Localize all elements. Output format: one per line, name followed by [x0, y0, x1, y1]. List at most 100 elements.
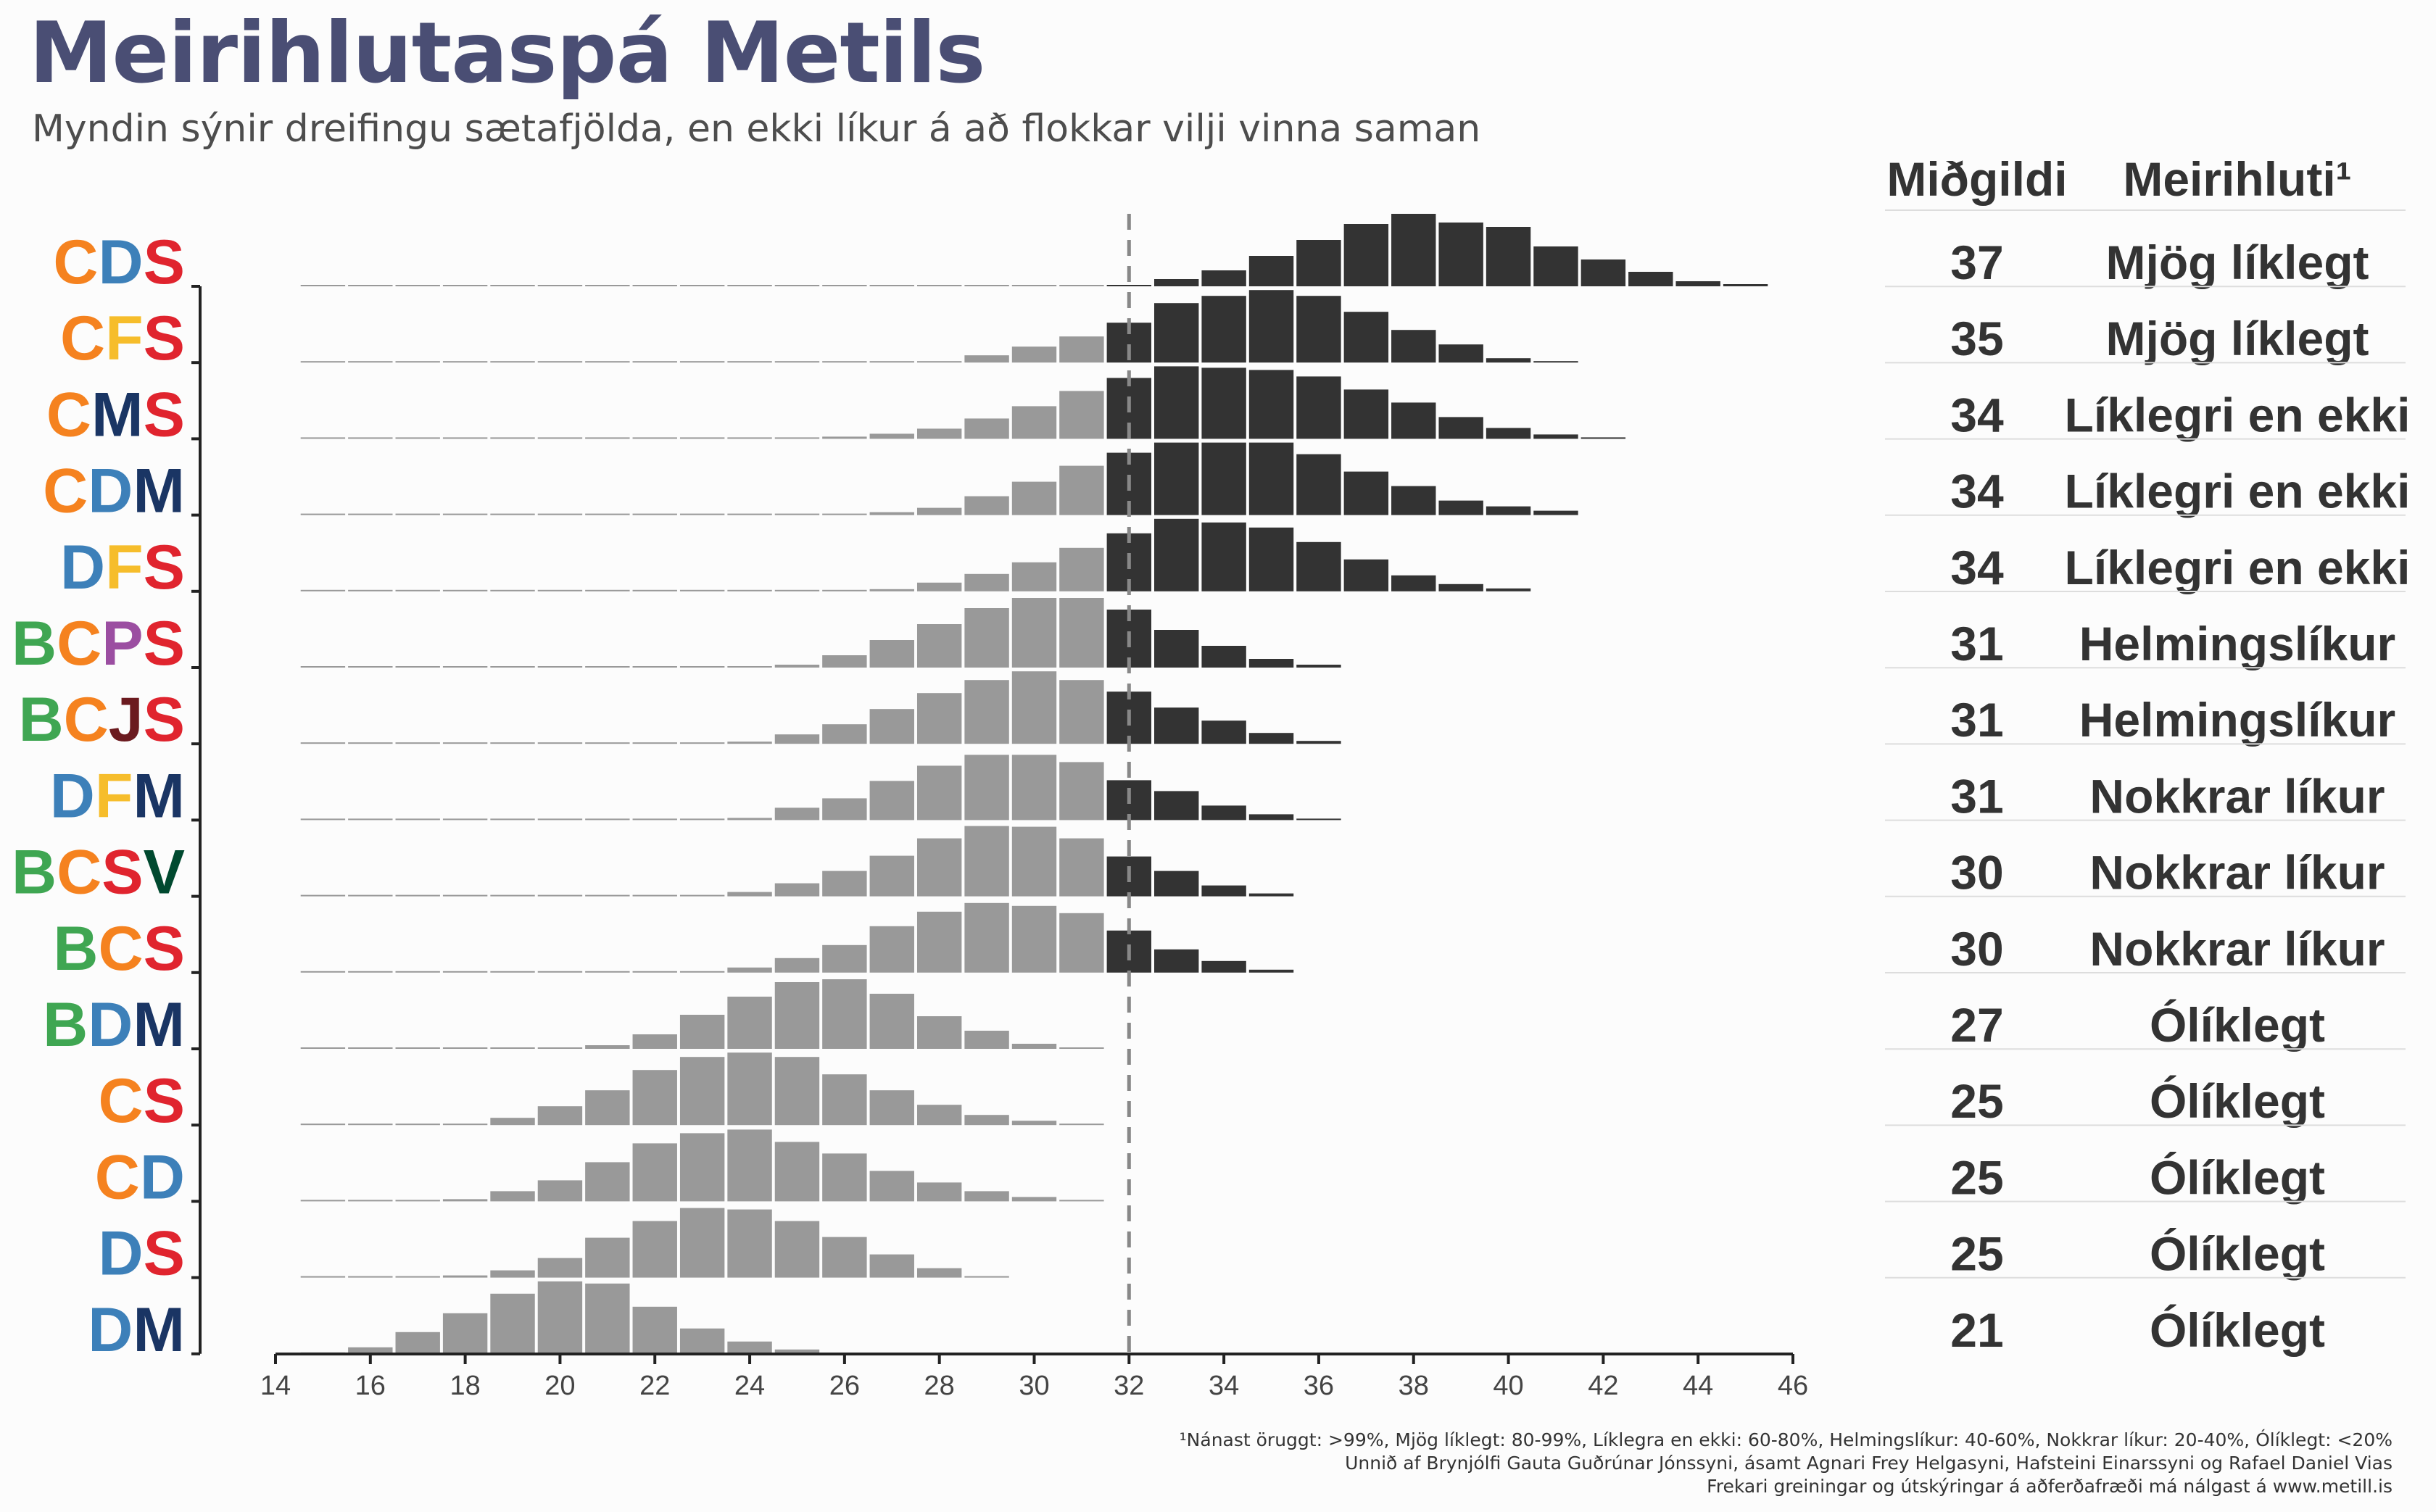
- bar-BCPS-34: [1201, 646, 1246, 668]
- bar-BCS-34: [1201, 960, 1246, 973]
- bar-CMS-28: [916, 428, 962, 439]
- bar-BCS-17: [395, 971, 440, 973]
- bar-CDS-31: [1059, 285, 1104, 286]
- bar-CDM-16: [348, 513, 393, 515]
- bar-CD-25: [774, 1142, 820, 1202]
- bar-BCSV-24: [727, 892, 772, 897]
- bar-CMS-30: [1011, 406, 1057, 439]
- bar-BDM-20: [537, 1047, 583, 1049]
- bar-CFS-40: [1486, 358, 1531, 363]
- bar-CDS-45: [1723, 284, 1768, 286]
- bar-CMS-41: [1533, 434, 1578, 439]
- bar-BCJS-24: [727, 742, 772, 744]
- bar-CS-22: [632, 1070, 677, 1126]
- x-tick-label: 42: [1588, 1371, 1618, 1401]
- row-label-DFM: DFM: [50, 761, 185, 831]
- bar-DS-18: [442, 1275, 488, 1278]
- bar-BCS-21: [585, 971, 630, 973]
- bar-BCJS-29: [964, 680, 1009, 744]
- bar-BDM-22: [632, 1034, 677, 1049]
- bar-CDS-23: [679, 285, 725, 286]
- bar-BCPS-36: [1296, 665, 1341, 668]
- bar-DFS-16: [348, 589, 393, 591]
- ridge-BCSV: [300, 826, 1294, 897]
- x-tick-label: 40: [1493, 1371, 1523, 1401]
- bar-CDS-30: [1011, 285, 1057, 286]
- bar-CMS-20: [537, 437, 583, 439]
- median-value-DS: 25: [1950, 1227, 2003, 1281]
- bar-BCSV-25: [774, 883, 820, 897]
- majority-value-BDM: Ólíklegt: [2150, 998, 2325, 1052]
- bar-CDS-42: [1580, 259, 1626, 286]
- bar-DM-19: [490, 1293, 535, 1354]
- bar-BCSV-18: [442, 894, 488, 897]
- bar-CDS-34: [1201, 270, 1246, 286]
- bar-CDM-19: [490, 513, 535, 515]
- bar-DM-24: [727, 1341, 772, 1354]
- bar-BCSV-21: [585, 894, 630, 897]
- bar-DS-15: [300, 1276, 346, 1278]
- bar-DFS-29: [964, 573, 1009, 591]
- bar-CMS-31: [1059, 391, 1104, 439]
- bar-BCSV-19: [490, 894, 535, 897]
- bar-BCJS-31: [1059, 680, 1104, 744]
- bar-DFM-20: [537, 818, 583, 821]
- bar-BCSV-29: [964, 826, 1009, 897]
- bar-BCPS-27: [869, 640, 914, 668]
- bar-DM-21: [585, 1283, 630, 1354]
- bar-BDM-16: [348, 1047, 393, 1049]
- ridge-CDM: [300, 442, 1578, 515]
- bar-CDM-28: [916, 507, 962, 515]
- median-value-CDS: 37: [1950, 236, 2003, 289]
- bar-CFS-22: [632, 361, 677, 363]
- bar-CS-19: [490, 1118, 535, 1126]
- row-label-BCJS: BCJS: [19, 685, 185, 755]
- row-label-CD: CD: [95, 1142, 185, 1212]
- bar-BCSV-30: [1011, 826, 1057, 897]
- majority-value-CDS: Mjög líklegt: [2106, 236, 2369, 289]
- bar-BCS-15: [300, 971, 346, 973]
- bar-DFS-26: [822, 589, 867, 591]
- bar-DFS-36: [1296, 541, 1341, 591]
- bar-CS-16: [348, 1123, 393, 1126]
- row-label-BCS: BCS: [53, 914, 185, 984]
- bar-BCJS-34: [1201, 720, 1246, 744]
- bar-DFS-33: [1154, 518, 1199, 591]
- bar-CS-29: [964, 1115, 1009, 1126]
- bar-CDM-24: [727, 513, 772, 515]
- bar-CMS-21: [585, 437, 630, 439]
- bar-CDM-39: [1438, 500, 1483, 515]
- bar-CS-24: [727, 1052, 772, 1126]
- bar-CDS-27: [869, 285, 914, 286]
- bar-CDS-21: [585, 285, 630, 286]
- row-label-BCPS: BCPS: [12, 609, 185, 678]
- bar-BCJS-18: [442, 742, 488, 744]
- bar-CFS-31: [1059, 336, 1104, 363]
- x-tick-label: 22: [639, 1371, 670, 1401]
- bar-CFS-34: [1201, 296, 1246, 363]
- bar-CDS-18: [442, 285, 488, 286]
- bar-BCSV-23: [679, 894, 725, 897]
- bar-DFM-18: [442, 818, 488, 821]
- bar-CMS-27: [869, 433, 914, 439]
- table-header-median: Miðgildi: [1886, 152, 2067, 206]
- row-label-CDM: CDM: [43, 457, 185, 526]
- x-tick-label: 32: [1114, 1371, 1144, 1401]
- bar-CS-23: [679, 1057, 725, 1126]
- bar-BCSV-35: [1248, 893, 1294, 897]
- bar-CD-22: [632, 1143, 677, 1202]
- bar-CDM-20: [537, 513, 583, 515]
- bar-DFM-35: [1248, 814, 1294, 821]
- bar-CFS-26: [822, 361, 867, 363]
- bar-CDM-34: [1201, 442, 1246, 515]
- median-value-BCJS: 31: [1950, 693, 2003, 747]
- bar-BCJS-17: [395, 742, 440, 744]
- bar-CDM-27: [869, 512, 914, 515]
- bar-BCSV-34: [1201, 885, 1246, 897]
- bar-DFS-30: [1011, 562, 1057, 591]
- x-tick-label: 34: [1209, 1371, 1239, 1401]
- majority-value-BCJS: Helmingslíkur: [2079, 693, 2395, 747]
- bar-DFS-27: [869, 589, 914, 591]
- bar-CFS-27: [869, 361, 914, 363]
- bar-CDS-39: [1438, 223, 1483, 286]
